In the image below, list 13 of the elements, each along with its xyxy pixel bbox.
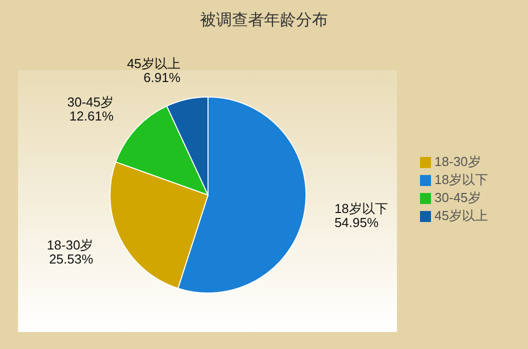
legend-label: 18-30岁 xyxy=(434,154,481,169)
slice-label: 45岁以上 xyxy=(126,56,180,72)
data-label: 12.61% xyxy=(69,108,114,124)
legend-label: 45岁以上 xyxy=(434,208,488,223)
data-label: 25.53% xyxy=(49,252,94,267)
data-label: 54.95% xyxy=(334,214,379,230)
slice-label: 30-45岁 xyxy=(67,94,114,110)
legend-label: 18岁以下 xyxy=(434,172,488,187)
data-label: 6.91% xyxy=(144,70,181,86)
slice-label: 18-30岁 xyxy=(46,238,94,253)
slice-label: 18岁以下 xyxy=(334,200,388,216)
legend-label: 30-45岁 xyxy=(434,190,481,205)
chart-title: 被调查者年龄分布 xyxy=(199,10,329,31)
